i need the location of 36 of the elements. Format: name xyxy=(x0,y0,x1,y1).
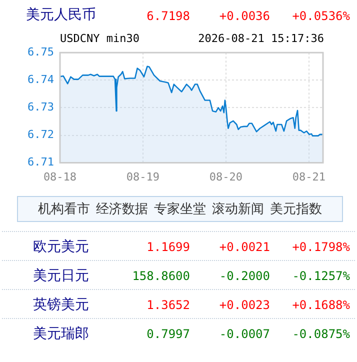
x-tick-label: 08-19 xyxy=(126,170,160,184)
text: +0.0023 xyxy=(219,298,270,312)
text: 2026-08-21 15:17:36 xyxy=(198,32,324,45)
text: 滚动新闻 xyxy=(212,201,264,218)
text: 1.3652 xyxy=(146,298,190,312)
y-tick-label: 6.75 xyxy=(28,45,54,58)
y-tick-label: 6.73 xyxy=(28,100,54,114)
text: -0.2000 xyxy=(219,269,270,283)
y-tick-label: 6.74 xyxy=(28,73,54,86)
text: +0.1798% xyxy=(292,240,350,254)
text: 欧元美元 xyxy=(33,239,89,255)
chart-subtitle: USDCNY min30 xyxy=(60,32,140,45)
text: 美元瑞郎 xyxy=(33,326,89,342)
y-tick-label: 6.71 xyxy=(28,156,54,169)
text: +0.0021 xyxy=(219,240,270,254)
text: 0.7997 xyxy=(146,327,190,341)
text: 专家坐堂 xyxy=(154,201,206,218)
x-tick-label: 08-21 xyxy=(292,170,326,184)
text: 1.1699 xyxy=(146,240,190,254)
text: 经济数据 xyxy=(96,201,148,218)
text: 美元日元 xyxy=(33,268,89,284)
y-tick-label: 6.72 xyxy=(28,128,54,142)
text: 158.8600 xyxy=(132,269,190,283)
text: +0.0536% xyxy=(292,9,350,23)
text: 机构看市 xyxy=(38,201,90,218)
chart-title: 美元人民币 xyxy=(26,7,96,23)
text: -0.0007 xyxy=(219,327,270,341)
text: +0.0036 xyxy=(219,9,270,23)
text: 英镑美元 xyxy=(33,297,89,313)
text: 6.7198 xyxy=(146,9,190,23)
text: +0.1688% xyxy=(292,298,350,312)
x-tick-label: 08-18 xyxy=(43,170,77,184)
x-tick-label: 08-20 xyxy=(209,170,242,184)
text: 美元指数 xyxy=(270,201,322,218)
text: -0.1257% xyxy=(292,269,350,283)
text: -0.0875% xyxy=(292,327,350,341)
